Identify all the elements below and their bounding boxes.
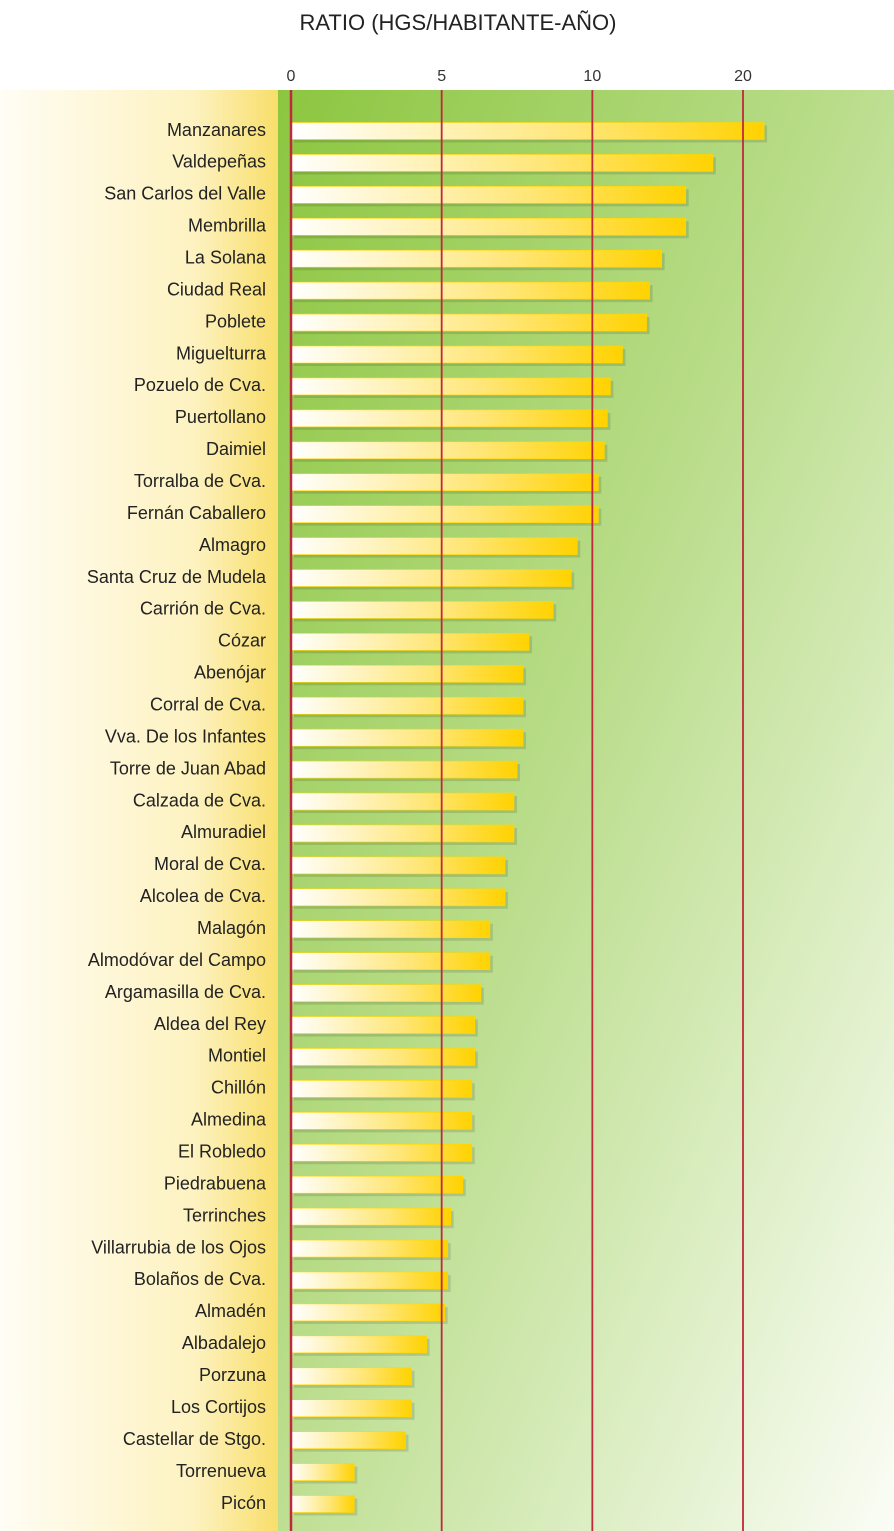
bar xyxy=(290,633,530,651)
y-tick-label: Manzanares xyxy=(167,120,266,140)
y-tick-label: Torre de Juan Abad xyxy=(110,758,266,778)
y-tick-label: Malagón xyxy=(197,918,266,938)
y-tick-label: Vva. De los Infantes xyxy=(105,726,266,746)
bar xyxy=(290,441,605,460)
bar xyxy=(290,1143,473,1162)
y-tick-label: Moral de Cva. xyxy=(154,854,266,874)
y-tick-label: Torralba de Cva. xyxy=(134,471,266,491)
bar xyxy=(290,409,608,428)
bar xyxy=(290,249,662,268)
bar xyxy=(290,1112,473,1130)
bar xyxy=(290,1271,448,1290)
y-tick-label: Calzada de Cva. xyxy=(133,790,266,810)
y-tick-label: Bolaños de Cva. xyxy=(134,1269,266,1289)
bar xyxy=(290,888,506,907)
y-tick-label: Puertollano xyxy=(175,407,266,427)
bar xyxy=(290,1239,448,1258)
y-tick-label: Picón xyxy=(221,1493,266,1513)
bar xyxy=(290,1207,452,1226)
y-tick-label: Alcolea de Cva. xyxy=(140,886,266,906)
y-tick-label: Los Cortijos xyxy=(171,1397,266,1417)
bar xyxy=(290,1431,406,1449)
bar xyxy=(290,377,611,396)
bar xyxy=(290,1367,412,1386)
bar xyxy=(290,313,647,332)
y-tick-label: Fernán Caballero xyxy=(127,503,266,523)
y-tick-label: Montiel xyxy=(208,1046,266,1066)
bar xyxy=(290,1048,476,1066)
bar xyxy=(290,569,572,587)
y-tick-label: El Robledo xyxy=(178,1142,266,1162)
y-tick-label: Miguelturra xyxy=(176,343,267,363)
bar xyxy=(290,505,599,523)
y-tick-label: Castellar de Stgo. xyxy=(123,1429,266,1449)
bar xyxy=(290,1080,473,1098)
bar xyxy=(290,601,554,619)
bar xyxy=(290,984,482,1002)
y-tick-label: San Carlos del Valle xyxy=(104,184,266,204)
y-tick-label: Albadalejo xyxy=(182,1333,266,1353)
bar xyxy=(290,1495,355,1513)
bar xyxy=(290,1335,427,1354)
label-background xyxy=(0,90,278,1531)
y-tick-label: Piedrabuena xyxy=(164,1173,267,1193)
y-tick-label: Carrión de Cva. xyxy=(140,599,266,619)
bar xyxy=(290,1399,412,1418)
bar xyxy=(290,856,506,875)
bar xyxy=(290,728,524,747)
x-tick-label: 0 xyxy=(287,68,296,85)
bar xyxy=(290,473,599,492)
bar xyxy=(290,537,578,555)
y-tick-label: Aldea del Rey xyxy=(154,1014,266,1034)
chart-title: RATIO (HGS/HABITANTE-AÑO) xyxy=(300,10,617,35)
y-tick-label: Almodóvar del Campo xyxy=(88,950,266,970)
bar xyxy=(290,217,687,236)
bar xyxy=(290,696,524,715)
bar xyxy=(290,186,687,204)
bar xyxy=(290,281,650,300)
x-tick-label: 10 xyxy=(583,68,601,85)
y-tick-label: Almuradiel xyxy=(181,822,266,842)
y-tick-label: Valdepeñas xyxy=(172,152,266,172)
y-tick-label: Terrinches xyxy=(183,1205,266,1225)
bar xyxy=(290,154,714,172)
y-tick-label: Argamasilla de Cva. xyxy=(105,982,266,1002)
y-tick-label: Torrenueva xyxy=(176,1461,267,1481)
y-tick-label: Almadén xyxy=(195,1301,266,1321)
bar xyxy=(290,665,524,683)
y-tick-label: Daimiel xyxy=(206,439,266,459)
y-tick-label: Ciudad Real xyxy=(167,279,266,299)
bar xyxy=(290,1303,445,1322)
bar xyxy=(290,824,515,843)
y-tick-label: Almagro xyxy=(199,535,266,555)
y-tick-label: Poblete xyxy=(205,311,266,331)
y-tick-label: Almedina xyxy=(191,1110,267,1130)
x-tick-label: 5 xyxy=(437,68,446,85)
bar xyxy=(290,1463,355,1481)
y-tick-label: Membrilla xyxy=(188,216,267,236)
x-tick-label: 20 xyxy=(734,68,752,85)
y-tick-label: Villarrubia de los Ojos xyxy=(91,1237,266,1257)
bar xyxy=(290,1016,476,1034)
bar xyxy=(290,920,491,939)
bar xyxy=(290,760,518,779)
bar xyxy=(290,1175,464,1194)
bar xyxy=(290,345,623,364)
y-tick-label: La Solana xyxy=(185,247,267,267)
y-tick-label: Abenójar xyxy=(194,663,266,683)
bar xyxy=(290,122,765,140)
y-tick-label: Pozuelo de Cva. xyxy=(134,375,266,395)
bar xyxy=(290,952,491,970)
y-tick-label: Santa Cruz de Mudela xyxy=(87,567,267,587)
bar xyxy=(290,792,515,811)
y-tick-label: Porzuna xyxy=(199,1365,267,1385)
y-tick-label: Chillón xyxy=(211,1078,266,1098)
y-tick-label: Cózar xyxy=(218,631,266,651)
y-tick-label: Corral de Cva. xyxy=(150,694,266,714)
